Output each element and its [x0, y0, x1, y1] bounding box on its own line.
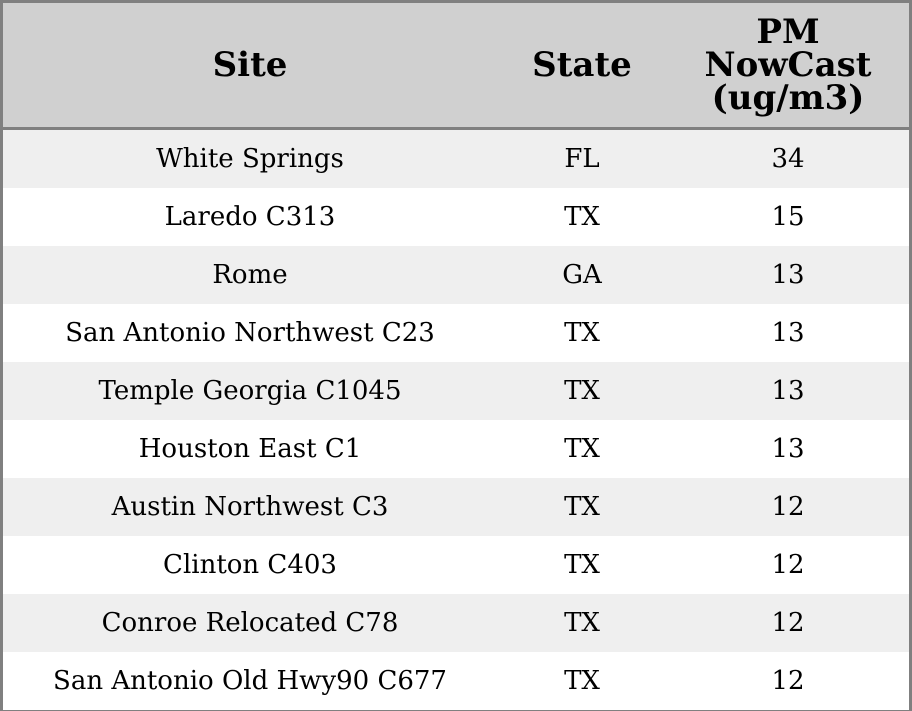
cell-state: TX [564, 492, 600, 522]
table-row: White Springs FL 34 [3, 130, 909, 188]
header-site: Site [3, 3, 497, 127]
cell-site: Clinton C403 [163, 550, 337, 580]
cell-pm-nowcast: 13 [771, 434, 805, 464]
table-row: Houston East C1 TX 13 [3, 420, 909, 478]
cell-state: TX [564, 434, 600, 464]
table-row: Austin Northwest C3 TX 12 [3, 478, 909, 536]
cell-site: Laredo C313 [164, 202, 336, 232]
cell-pm-nowcast: 15 [771, 202, 805, 232]
cell-state: TX [564, 608, 600, 638]
table-header: Site State PM NowCast (ug/m3) [3, 3, 909, 130]
cell-site: Austin Northwest C3 [111, 492, 389, 522]
cell-site: Rome [212, 260, 288, 290]
table-row: Temple Georgia C1045 TX 13 [3, 362, 909, 420]
cell-state: TX [564, 550, 600, 580]
cell-site: Temple Georgia C1045 [98, 376, 402, 406]
cell-pm-nowcast: 13 [771, 318, 805, 348]
cell-pm-nowcast: 13 [771, 376, 805, 406]
header-state-label: State [532, 44, 632, 85]
header-pm-nowcast: PM NowCast (ug/m3) [667, 3, 909, 127]
cell-site: Conroe Relocated C78 [101, 608, 399, 638]
header-state: State [497, 3, 667, 127]
cell-state: TX [564, 666, 600, 696]
table-row: Rome GA 13 [3, 246, 909, 304]
table-row: San Antonio Old Hwy90 C677 TX 12 [3, 652, 909, 710]
header-pm-nowcast-label: PM NowCast (ug/m3) [704, 11, 872, 118]
cell-pm-nowcast: 12 [771, 550, 805, 580]
cell-site: Houston East C1 [138, 434, 362, 464]
cell-state: GA [562, 260, 602, 290]
cell-pm-nowcast: 12 [771, 666, 805, 696]
cell-site: San Antonio Northwest C23 [65, 318, 435, 348]
cell-pm-nowcast: 12 [771, 492, 805, 522]
cell-state: TX [564, 318, 600, 348]
cell-state: FL [564, 144, 600, 174]
cell-pm-nowcast: 12 [771, 608, 805, 638]
header-site-label: Site [212, 44, 288, 85]
table-row: Clinton C403 TX 12 [3, 536, 909, 594]
table-row: San Antonio Northwest C23 TX 13 [3, 304, 909, 362]
cell-pm-nowcast: 13 [771, 260, 805, 290]
table-row: Laredo C313 TX 15 [3, 188, 909, 246]
table-row: Conroe Relocated C78 TX 12 [3, 594, 909, 652]
cell-state: TX [564, 202, 600, 232]
table-body: White Springs FL 34 Laredo C313 TX 15 Ro… [3, 130, 909, 710]
cell-pm-nowcast: 34 [771, 144, 805, 174]
cell-site: San Antonio Old Hwy90 C677 [53, 666, 447, 696]
cell-state: TX [564, 376, 600, 406]
cell-site: White Springs [156, 144, 344, 174]
